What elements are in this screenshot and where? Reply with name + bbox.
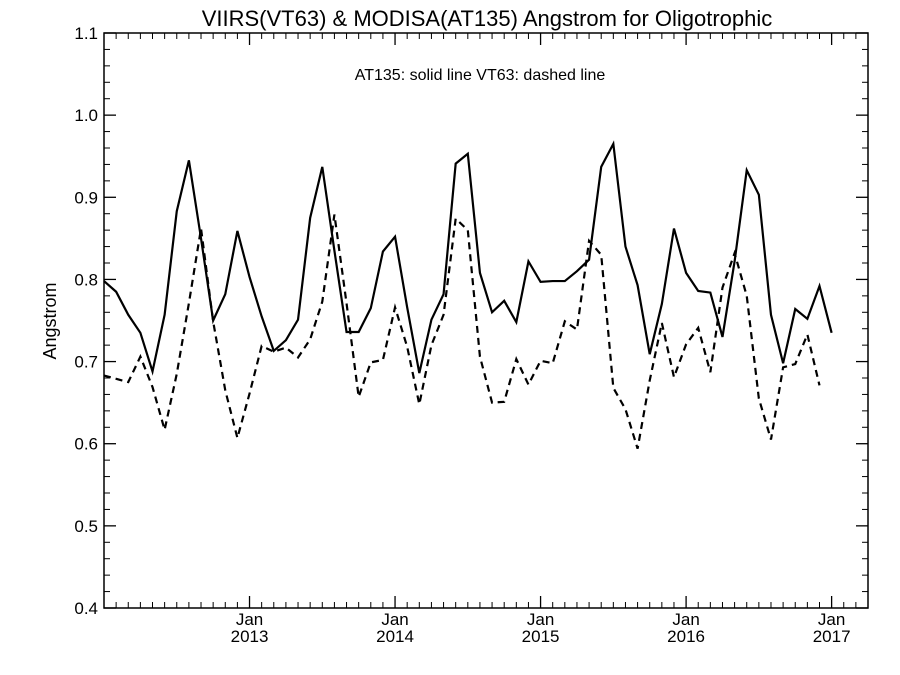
x-tick-month-label: Jan (381, 610, 408, 629)
y-tick-label: 0.8 (74, 270, 98, 289)
x-tick-year-label: 2014 (376, 627, 414, 646)
x-tick-month-label: Jan (236, 610, 263, 629)
x-tick-month-label: Jan (818, 610, 845, 629)
y-tick-label: 0.4 (74, 599, 98, 618)
series-line-vt63 (103, 214, 821, 449)
y-tick-label: 0.9 (74, 188, 98, 207)
x-tick-month-label: Jan (672, 610, 699, 629)
plot-frame (103, 32, 869, 609)
y-tick-label: 1.0 (74, 106, 98, 125)
x-tick-month-label: Jan (527, 610, 554, 629)
y-axis: 0.4 0.5 0.6 0.7 0.8 0.9 1.0 1.1 (74, 24, 868, 618)
y-axis-label: Angstrom (40, 282, 60, 359)
x-tick-year-label: 2013 (231, 627, 269, 646)
y-tick-label: 1.1 (74, 24, 98, 43)
y-tick-label: 0.6 (74, 435, 98, 454)
x-tick-year-label: 2016 (667, 627, 705, 646)
y-tick-label: 0.7 (74, 353, 98, 372)
chart-title: VIIRS(VT63) & MODISA(AT135) Angstrom for… (202, 6, 773, 31)
y-tick-label: 0.5 (74, 517, 98, 536)
series-line-at135 (103, 140, 833, 376)
line-style-annotation: AT135: solid line VT63: dashed line (355, 67, 606, 84)
x-tick-year-label: 2017 (813, 627, 851, 646)
x-tick-year-label: 2015 (522, 627, 560, 646)
plot-border (103, 32, 869, 609)
series-layer (103, 140, 833, 449)
